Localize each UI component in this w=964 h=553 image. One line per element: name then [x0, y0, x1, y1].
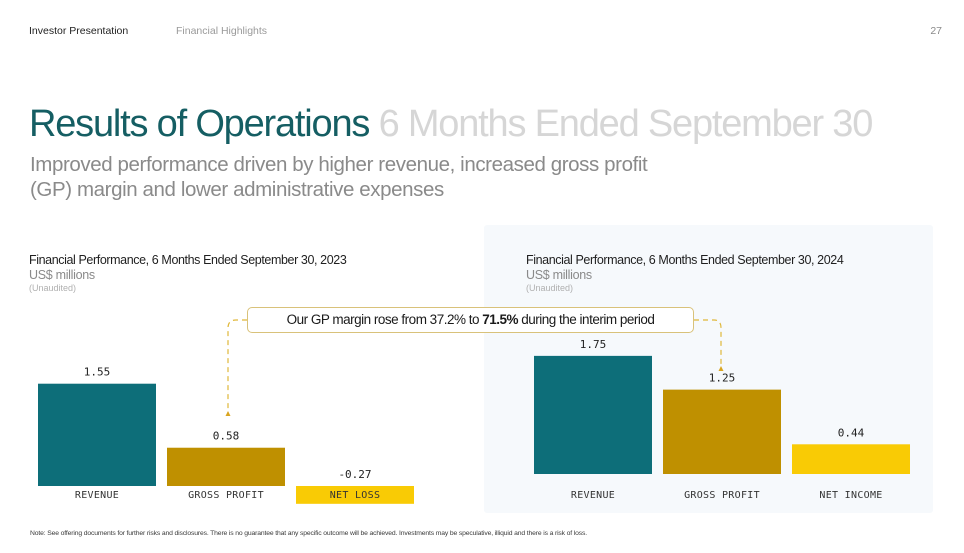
value-label-net-income-2024: 0.44 [838, 426, 865, 439]
category-label-revenue-2023: REVENUE [75, 490, 119, 501]
gp-margin-callout: Our GP margin rose from 37.2% to 71.5% d… [247, 307, 694, 333]
chart-note-2024: (Unaudited) [526, 283, 574, 293]
bar-gross-profit-2023 [167, 447, 285, 486]
bar-chart-2024: 1.75 REVENUE 1.25 GROSS PROFIT 0.44 NET INCOM… [534, 338, 910, 501]
page-title-period: 6 Months Ended September 30 [378, 103, 874, 145]
category-label-net-loss-2023: NET LOSS [330, 490, 381, 501]
callout-suffix: during the interim period [518, 312, 655, 327]
category-label-revenue-2024: REVENUE [571, 490, 615, 501]
value-label-revenue-2024: 1.75 [580, 338, 607, 351]
deck-title: Investor Presentation [29, 25, 129, 37]
chart-units-2023: US$ millions [29, 268, 95, 282]
bar-chart-2023: 1.55 REVENUE 0.58 GROSS PROFIT -0.27 NET LOSS [38, 366, 414, 504]
category-label-gross-profit-2023: GROSS PROFIT [188, 490, 264, 501]
page-title-main: Results of Operations [29, 103, 370, 145]
category-label-net-income-2024: NET INCOME [819, 490, 882, 501]
bar-revenue-2024 [534, 355, 652, 474]
bar-revenue-2023 [38, 383, 156, 486]
value-label-revenue-2023: 1.55 [84, 366, 111, 379]
value-label-gross-profit-2024: 1.25 [709, 372, 736, 385]
footnote: Note: See offering documents for further… [30, 530, 587, 537]
section-title: Financial Highlights [176, 25, 268, 37]
chart-header-2023: Financial Performance, 6 Months Ended Se… [29, 252, 347, 294]
category-label-gross-profit-2024: GROSS PROFIT [684, 490, 760, 501]
bar-net-income-2024 [792, 444, 910, 474]
chart-title-2023: Financial Performance, 6 Months Ended Se… [29, 253, 347, 267]
page-number: 27 [930, 25, 942, 37]
bar-net-loss-2023 [296, 486, 414, 504]
chart-note-2023: (Unaudited) [29, 283, 77, 293]
callout-highlight: 71.5% [482, 312, 519, 327]
chart-units-2024: US$ millions [526, 268, 592, 282]
callout-prefix: Our GP margin rose from 37.2% to [286, 312, 483, 327]
page-title: Results of Operations 6 Months Ended Sep… [29, 100, 874, 148]
value-label-net-loss-2023: -0.27 [338, 468, 371, 481]
chart-header-2024: Financial Performance, 6 Months Ended Se… [526, 252, 844, 294]
page-subtitle: Improved performance driven by higher re… [30, 153, 648, 201]
value-label-gross-profit-2023: 0.58 [213, 430, 240, 443]
chart-title-2024: Financial Performance, 6 Months Ended Se… [526, 253, 844, 267]
bar-gross-profit-2024 [663, 389, 781, 474]
